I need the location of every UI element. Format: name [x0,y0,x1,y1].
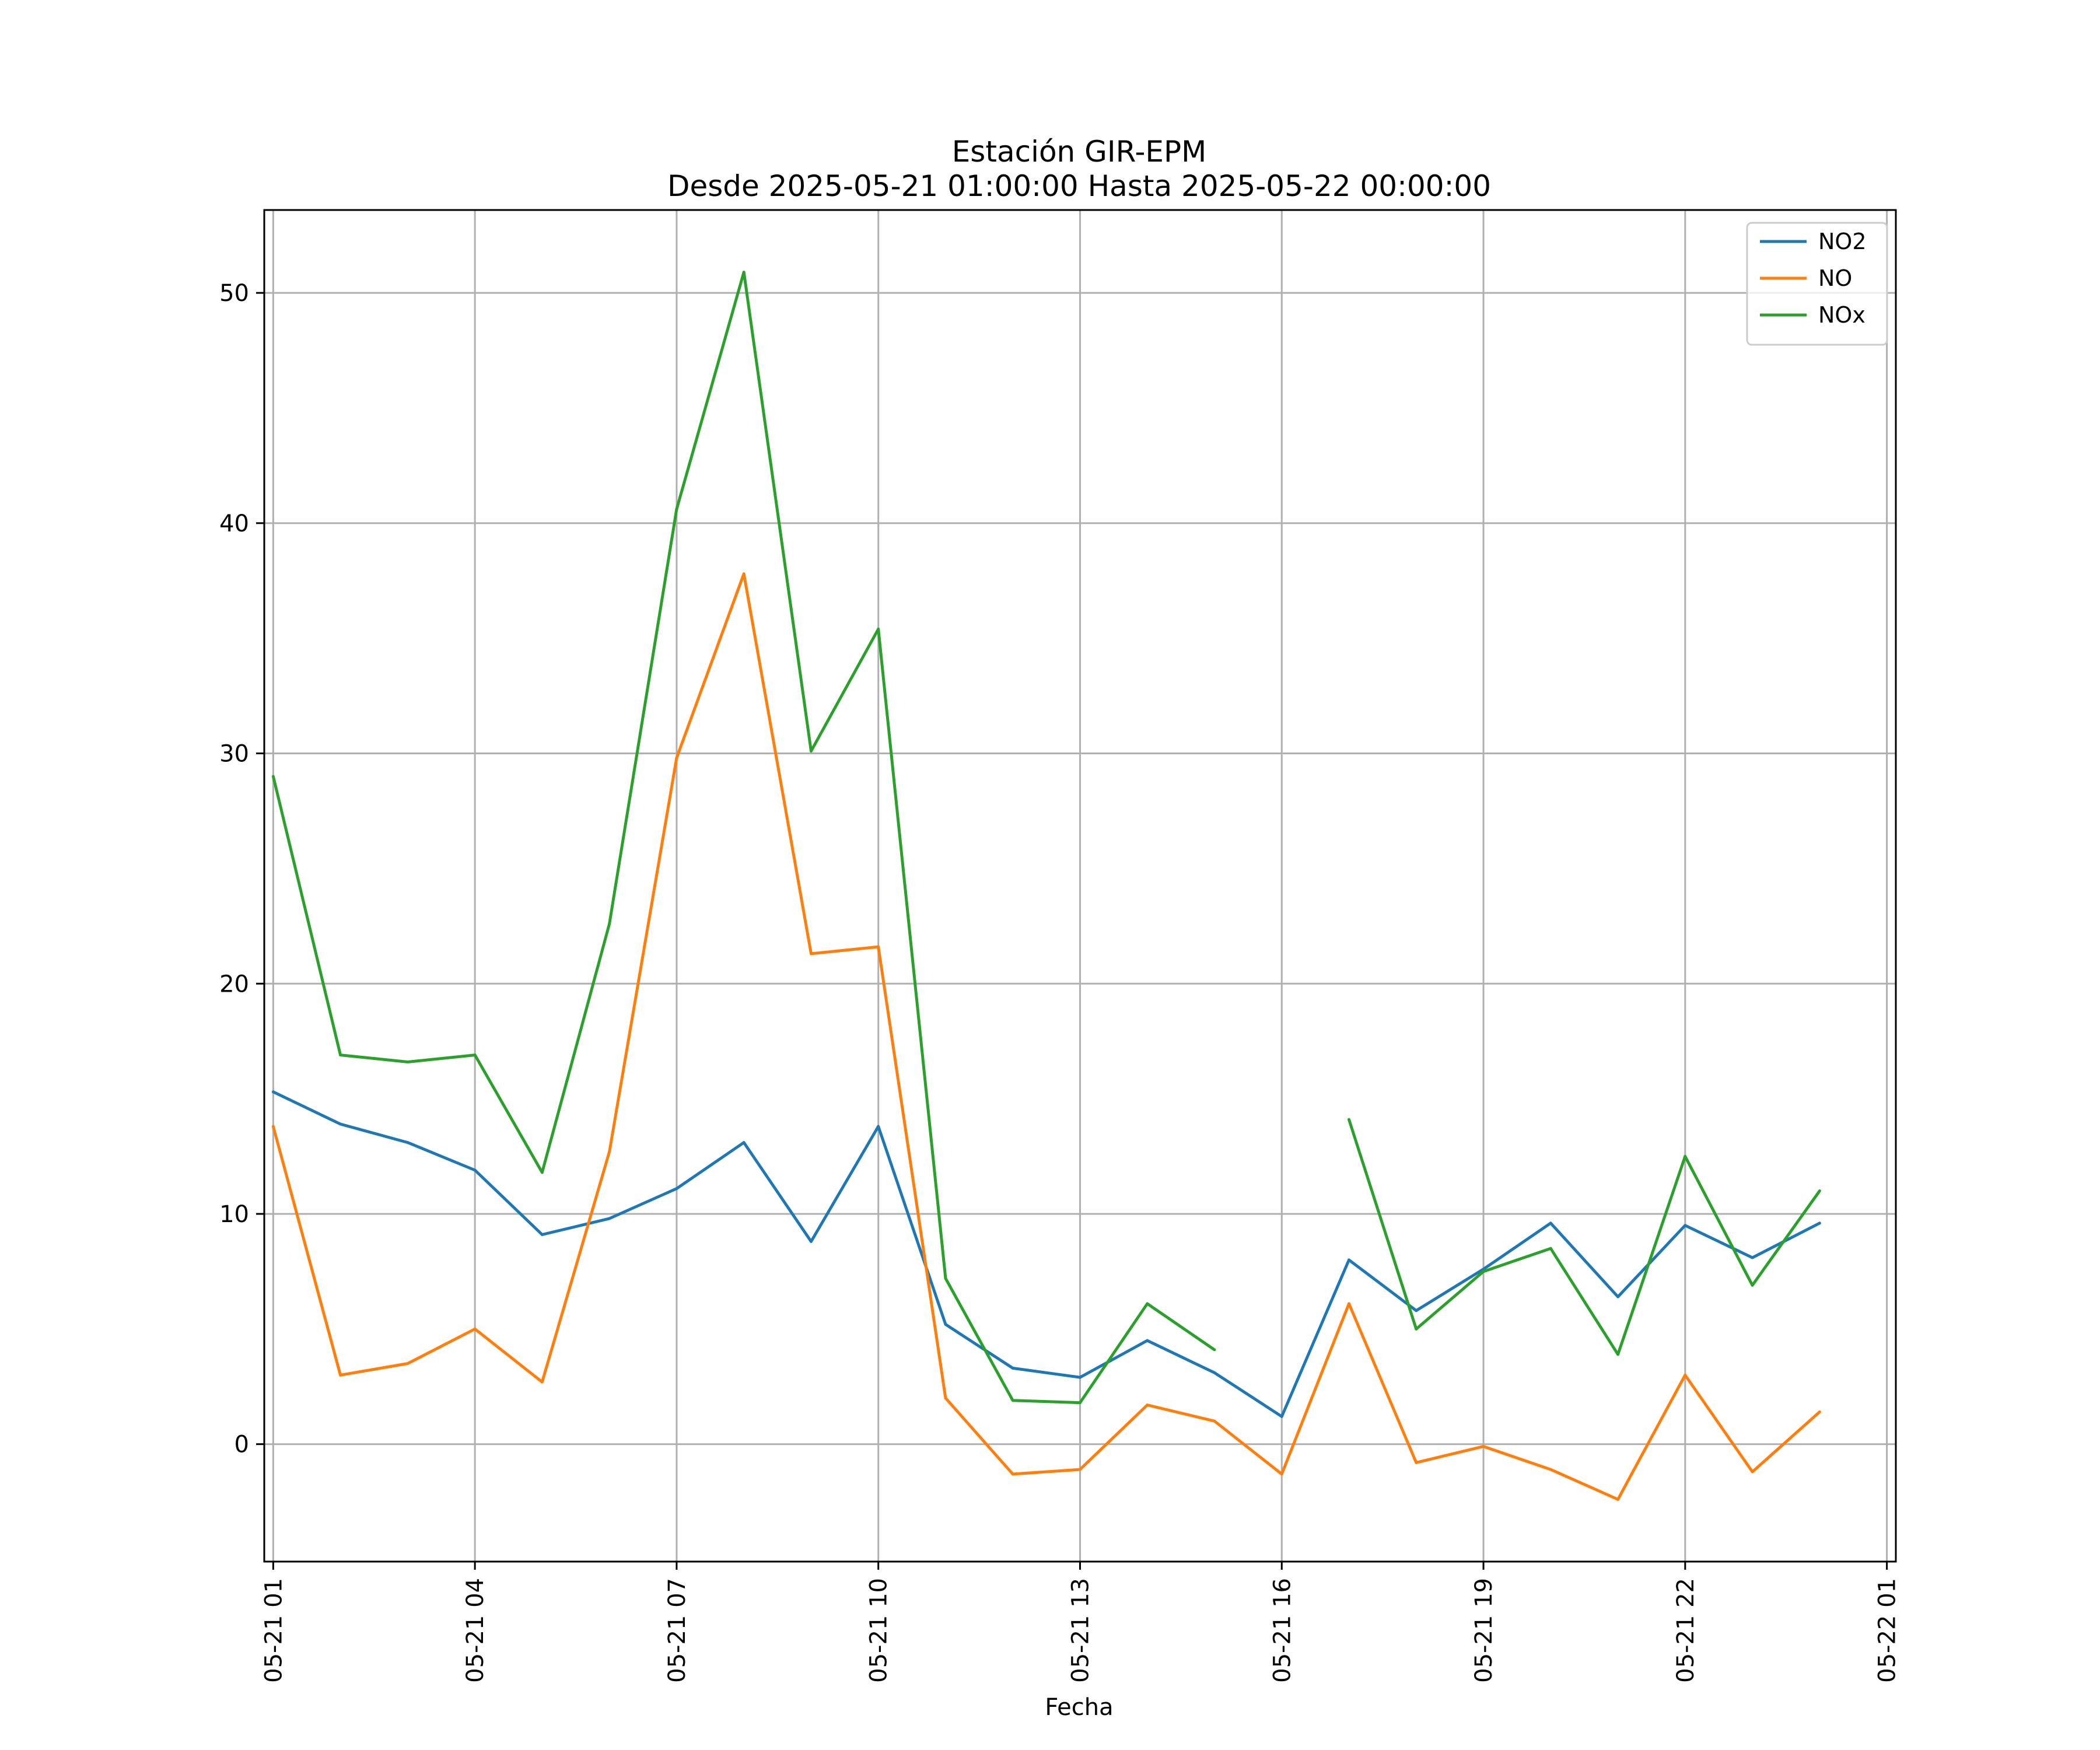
y-tick-label: 50 [219,280,249,307]
x-tick-label: 05-21 16 [1269,1578,1296,1683]
series-line-no2 [272,1090,1821,1418]
series-lines [271,271,1821,1501]
legend-item-no2: NO2 [1760,229,1867,254]
legend-item-no: NO [1760,265,1852,291]
legend: NO2 NO NOx [1746,222,1888,346]
x-tick-label: 05-22 01 [1874,1578,1901,1683]
series-no [271,572,1821,1501]
x-tick-label: 05-21 22 [1672,1578,1699,1683]
x-tick-label: 05-21 04 [462,1578,489,1683]
axis-ticks: 0 10 20 30 40 50 05-21 01 05-21 04 05-21 07 05-21… [219,280,1901,1683]
y-tick-label: 40 [219,510,249,537]
x-axis-label: Fecha [1045,1694,1113,1721]
plot-frame [263,209,1897,1563]
y-tick-label: 30 [219,741,249,768]
y-tick-label: 20 [219,971,249,998]
x-tick-label: 05-21 10 [866,1578,892,1683]
x-tick-label: 05-21 01 [260,1578,287,1683]
chart-subtitle: Desde 2025-05-21 01:00:00 Hasta 2025-05-… [667,169,1491,203]
series-line-no [271,572,1821,1501]
legend-label: NO2 [1818,229,1867,254]
y-tick-label: 10 [219,1201,249,1228]
series-nox [271,271,1821,1405]
x-tick-label: 05-21 07 [664,1578,691,1683]
y-tick-label: 0 [235,1432,249,1458]
legend-label: NOx [1818,302,1866,328]
legend-item-nox: NOx [1760,302,1866,328]
series-line-nox [1348,1119,1821,1356]
series-no2 [271,1090,1821,1418]
x-tick-label: 05-21 19 [1471,1578,1497,1683]
x-tick-label: 05-21 13 [1068,1578,1094,1683]
grid [264,210,1896,1562]
series-line-nox [271,271,1216,1405]
legend-label: NO [1818,265,1852,291]
chart-title: Estación GIR-EPM [952,135,1207,169]
